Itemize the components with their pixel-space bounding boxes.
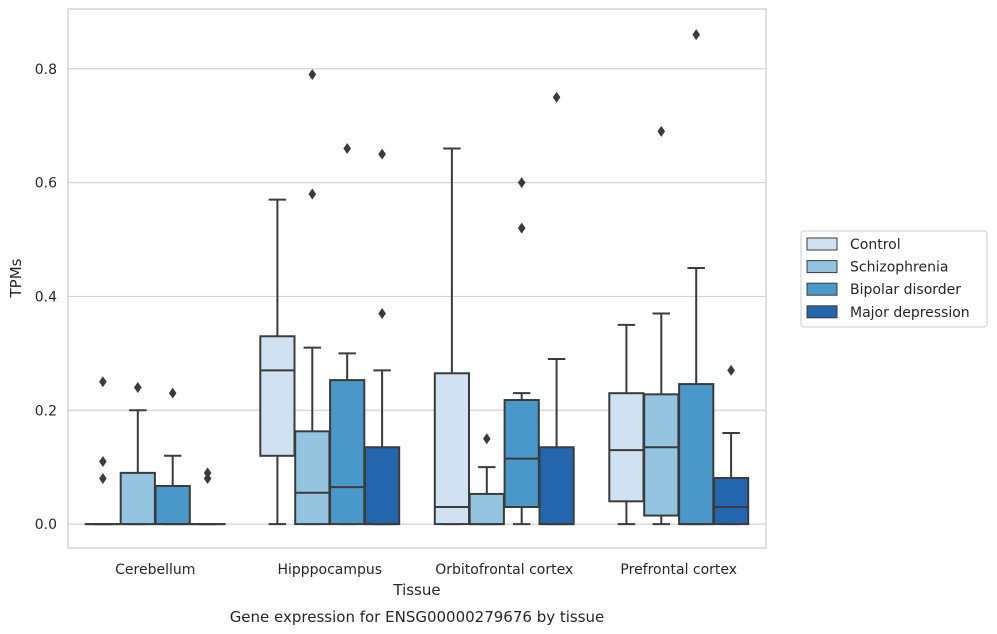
legend: Control Schizophrenia Bipolar disorder Majo…: [800, 230, 988, 328]
legend-swatch: [806, 305, 838, 319]
outlier-point: [517, 177, 526, 189]
x-tick-label: Cerebellum: [115, 562, 195, 578]
outlier-point: [483, 433, 491, 445]
outlier-point: [99, 376, 107, 388]
box-group: [712, 364, 750, 526]
outlier-point: [308, 188, 317, 200]
box: [712, 476, 750, 526]
box-group: [154, 387, 191, 526]
box: [608, 392, 645, 503]
outlier-point: [517, 222, 526, 234]
outlier-point: [134, 381, 142, 393]
boxes: [84, 29, 750, 526]
y-tick-labels: 0.0 0.2 0.4 0.6 0.8: [35, 62, 57, 533]
box: [503, 399, 540, 509]
outlier-point: [692, 29, 700, 41]
x-tick-labels: Cerebellum Hipppocampus Orbitofrontal cort…: [115, 562, 737, 578]
x-tick-label: Orbitofrontal cortex: [435, 562, 573, 578]
box: [538, 446, 575, 526]
outlier-point: [727, 364, 735, 376]
chart-caption: Gene expression for ENSG00000279676 by t…: [230, 608, 605, 626]
outlier-point: [378, 148, 386, 160]
legend-entry: Major depression: [850, 305, 970, 321]
box-group: [119, 381, 156, 526]
plot-frame: [67, 8, 767, 549]
box-group: [608, 323, 645, 526]
box: [259, 335, 296, 457]
legend-swatch: [806, 260, 838, 274]
legend-entry: Control: [850, 237, 901, 253]
box-group: [468, 433, 505, 526]
box: [363, 446, 401, 526]
y-axis-label: TPMs: [7, 258, 25, 298]
legend-entry: Bipolar disorder: [850, 282, 961, 298]
box-group: [259, 198, 296, 526]
box-group: [294, 68, 331, 526]
legend-entry: Schizophrenia: [850, 260, 948, 276]
y-tick-label: 0.0: [35, 517, 57, 533]
y-tick-label: 0.8: [35, 62, 57, 78]
legend-swatch: [806, 237, 838, 251]
box-group: [363, 148, 401, 526]
box: [294, 430, 331, 526]
y-tick-label: 0.4: [35, 289, 57, 305]
box-group: [643, 125, 680, 526]
box-group: [433, 147, 471, 526]
outlier-point: [203, 473, 212, 485]
x-tick-label: Hipppocampus: [277, 562, 382, 578]
y-tick-label: 0.6: [35, 176, 57, 192]
box: [119, 471, 156, 526]
outlier-point: [552, 91, 561, 103]
box-group: [84, 376, 122, 526]
outlier-point: [657, 125, 666, 137]
outlier-point: [99, 473, 107, 485]
box: [433, 372, 471, 526]
box-group: [678, 29, 715, 526]
box: [329, 379, 366, 526]
box: [643, 393, 680, 517]
outlier-point: [343, 142, 351, 154]
box: [468, 492, 505, 526]
x-axis-label: Tissue: [392, 581, 440, 599]
box-group: [538, 91, 575, 526]
outlier-point: [378, 308, 386, 320]
legend-frame: [800, 230, 988, 328]
outlier-point: [308, 68, 317, 80]
x-tick-label: Prefrontal cortex: [620, 562, 737, 578]
outlier-point: [99, 455, 107, 467]
y-tick-label: 0.2: [35, 403, 57, 419]
box: [154, 484, 191, 526]
outlier-point: [168, 387, 177, 399]
box: [678, 383, 715, 526]
box-group: [503, 177, 540, 526]
outlier-point: [203, 467, 212, 479]
box-group: [189, 467, 226, 526]
box-group: [329, 142, 366, 526]
legend-swatch: [806, 282, 838, 296]
